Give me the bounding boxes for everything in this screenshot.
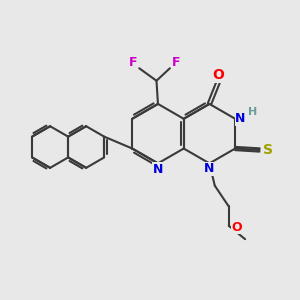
Text: O: O [232,221,242,234]
Text: H: H [248,107,257,117]
Text: F: F [172,56,181,69]
Text: N: N [153,163,163,176]
Text: N: N [235,112,246,125]
Text: N: N [204,162,214,175]
Text: S: S [263,143,273,157]
Text: O: O [212,68,224,82]
Text: F: F [128,56,137,69]
